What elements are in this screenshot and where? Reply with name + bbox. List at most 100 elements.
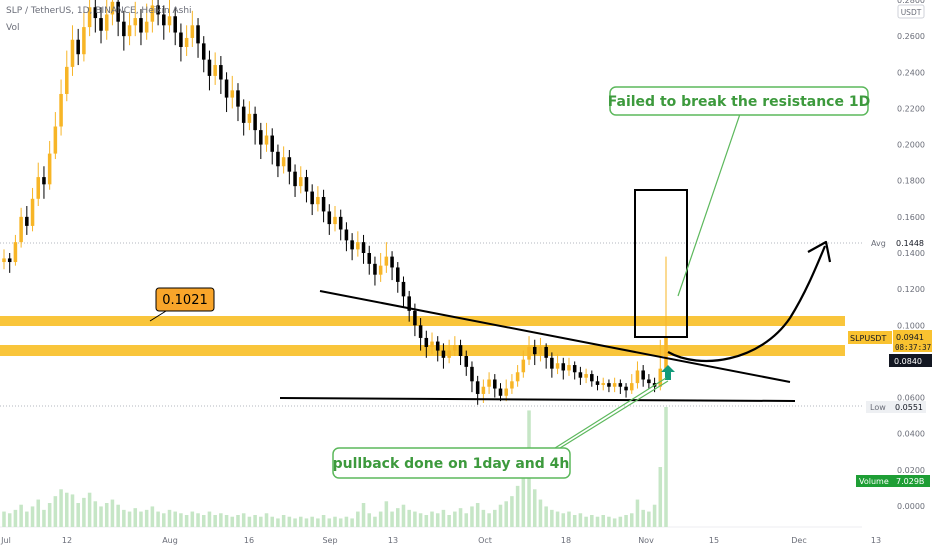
candle-body — [179, 32, 183, 47]
time-tick-label: 13 — [871, 536, 881, 545]
volume-bar — [259, 516, 263, 527]
volume-bar — [578, 513, 583, 527]
candle-body — [167, 16, 172, 26]
candles — [2, 0, 668, 405]
volume-bar — [298, 516, 303, 527]
candle-body — [127, 25, 132, 37]
candle-body — [658, 368, 663, 387]
candle-body — [2, 258, 6, 263]
candle-body — [42, 177, 46, 185]
currency-badge[interactable] — [897, 4, 925, 19]
volume-bar — [493, 509, 497, 527]
projection-arrow[interactable] — [667, 245, 827, 363]
volume-bar — [350, 518, 354, 527]
volume-bar — [447, 515, 451, 527]
volume-value: 7.029B — [896, 477, 924, 486]
resistance-note-pointer — [677, 113, 741, 297]
volume-bar — [356, 511, 360, 527]
level-callout-pointer — [149, 310, 167, 322]
volume-bar — [453, 511, 457, 527]
candle-body — [99, 18, 103, 31]
low-badge-box — [866, 401, 926, 413]
volume-bar — [316, 518, 320, 527]
candle-body — [122, 21, 126, 37]
candle-body — [538, 346, 543, 355]
volume-bar — [104, 503, 109, 527]
volume-value-box — [893, 475, 930, 487]
vol-label: Vol — [6, 23, 19, 33]
avg-label: Avg — [871, 239, 886, 248]
candle-body — [287, 157, 292, 172]
price-tick-label: 0.2400 — [897, 68, 925, 77]
candle-body — [453, 345, 457, 351]
pullback-note-pointer-2 — [559, 380, 669, 449]
volume-bar — [82, 497, 86, 527]
volume-bar — [458, 508, 463, 527]
candle-body — [584, 374, 588, 378]
pullback-note-box[interactable] — [332, 447, 571, 479]
candle-body — [156, 5, 160, 15]
volume-bar — [498, 504, 503, 527]
candle-body — [304, 177, 309, 192]
volume-bar — [304, 518, 309, 527]
volume-bar — [247, 516, 252, 527]
volume-bar — [475, 503, 480, 527]
volume-bar — [70, 494, 75, 527]
price-tick-label: 0.0400 — [897, 430, 925, 439]
volume-bar — [76, 503, 80, 527]
volume-bar — [441, 509, 446, 527]
volume-bar — [47, 503, 52, 527]
candle-body — [664, 336, 668, 369]
candle-body — [475, 381, 480, 394]
resistance-rectangle[interactable] — [634, 189, 688, 338]
descending-trendline[interactable] — [319, 290, 791, 383]
horizontal-support-line[interactable] — [279, 397, 796, 402]
candle-body — [327, 211, 332, 225]
symbol-line: SLP / TetherUS, 1D, BINANCE, Heikin Ashi — [6, 6, 192, 16]
volume-bar — [618, 516, 623, 527]
level-value-box — [889, 354, 932, 367]
volume-bar — [561, 513, 566, 527]
volume-bar — [338, 518, 343, 527]
volume-bar — [595, 516, 600, 527]
price-tick-label: 0.1600 — [897, 213, 925, 222]
candle-body — [481, 386, 486, 394]
time-tick-label: 15 — [709, 536, 719, 545]
candle-body — [316, 196, 320, 205]
resistance-note-box[interactable] — [609, 86, 869, 116]
volume-bar — [59, 489, 63, 527]
volume-bar — [344, 516, 349, 527]
volume-bar — [25, 511, 29, 527]
symbol-price-box — [893, 330, 932, 352]
candle-body — [13, 242, 18, 263]
volume-bar — [481, 509, 486, 527]
candle-body — [47, 153, 52, 185]
volume-bar — [384, 501, 389, 527]
time-tick-label: Aug — [162, 536, 178, 545]
candle-body — [390, 256, 394, 268]
candle-body — [133, 18, 138, 26]
volume-bar — [139, 511, 143, 527]
candle-body — [82, 27, 86, 55]
price-tick-label: 0.0200 — [897, 466, 925, 475]
time-axis[interactable]: Jul 12 Aug 16 Sep 13 Oct 18 Nov 15 Dec 13 — [0, 536, 881, 545]
candle-body — [116, 1, 120, 22]
volume-bar — [293, 518, 297, 527]
candle-body — [612, 383, 617, 387]
candle-body — [270, 135, 274, 152]
candle-body — [567, 365, 571, 371]
candle-body — [281, 157, 286, 167]
pullback-note-text: pullback done on 1day and 4h — [333, 456, 570, 472]
time-tick-label: Jul — [0, 536, 11, 545]
volume-bar — [93, 501, 98, 527]
price-axis[interactable]: 0.2800 0.2600 0.2400 0.2200 0.2000 0.1800 0.16… — [897, 0, 925, 511]
candle-body — [356, 242, 360, 250]
volume-bar — [624, 515, 628, 527]
candle-body — [321, 196, 326, 212]
price-tick-label: 0.2000 — [897, 141, 925, 150]
level-callout-box[interactable] — [155, 287, 215, 312]
candle-body — [76, 39, 80, 55]
candle-body — [207, 59, 212, 76]
candle-body — [144, 21, 149, 33]
